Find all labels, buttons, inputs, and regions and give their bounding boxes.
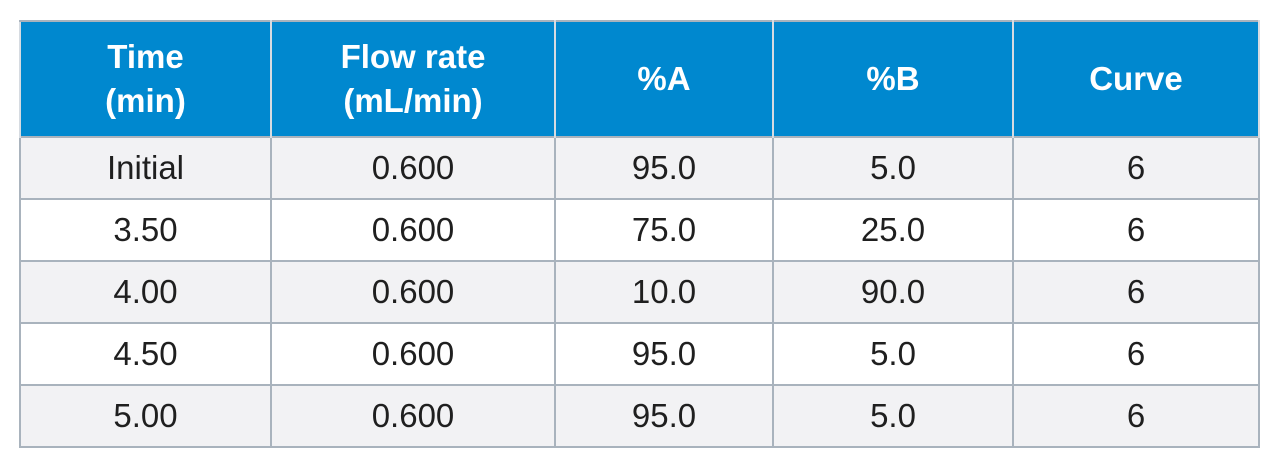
cell-flow-rate: 0.600 — [270, 384, 556, 448]
header-time-line-2: (min) — [105, 82, 186, 119]
cell-time: 4.00 — [19, 260, 272, 324]
cell-percent-a: 95.0 — [554, 322, 774, 386]
gradient-table-container: Time (min) Flow rate (mL/min) %A %B Curv… — [19, 20, 1260, 448]
cell-percent-a: 95.0 — [554, 384, 774, 448]
cell-time: 5.00 — [19, 384, 272, 448]
table-body: Initial 0.600 95.0 5.0 6 3.50 0.600 75.0… — [19, 136, 1260, 448]
header-curve: Curve — [1012, 20, 1260, 137]
cell-percent-b: 25.0 — [772, 198, 1014, 262]
header-percent-a: %A — [554, 20, 774, 137]
cell-time: 4.50 — [19, 322, 272, 386]
header-flow-line-2: (mL/min) — [343, 82, 483, 119]
cell-percent-b: 5.0 — [772, 322, 1014, 386]
cell-curve: 6 — [1012, 322, 1260, 386]
header-row: Time (min) Flow rate (mL/min) %A %B Curv… — [19, 20, 1260, 137]
cell-curve: 6 — [1012, 198, 1260, 262]
cell-percent-b: 5.0 — [772, 384, 1014, 448]
cell-percent-a: 75.0 — [554, 198, 774, 262]
gradient-table: Time (min) Flow rate (mL/min) %A %B Curv… — [19, 20, 1260, 448]
table-header: Time (min) Flow rate (mL/min) %A %B Curv… — [19, 20, 1260, 137]
cell-time: Initial — [19, 136, 272, 200]
table-row: 3.50 0.600 75.0 25.0 6 — [19, 198, 1260, 262]
header-time: Time (min) — [19, 20, 272, 137]
table-row: Initial 0.600 95.0 5.0 6 — [19, 136, 1260, 200]
cell-flow-rate: 0.600 — [270, 322, 556, 386]
table-row: 5.00 0.600 95.0 5.0 6 — [19, 384, 1260, 448]
table-row: 4.00 0.600 10.0 90.0 6 — [19, 260, 1260, 324]
cell-flow-rate: 0.600 — [270, 198, 556, 262]
header-time-line-1: Time — [107, 38, 184, 75]
table-row: 4.50 0.600 95.0 5.0 6 — [19, 322, 1260, 386]
cell-curve: 6 — [1012, 260, 1260, 324]
cell-percent-b: 90.0 — [772, 260, 1014, 324]
cell-percent-a: 95.0 — [554, 136, 774, 200]
cell-percent-a: 10.0 — [554, 260, 774, 324]
cell-curve: 6 — [1012, 136, 1260, 200]
cell-flow-rate: 0.600 — [270, 136, 556, 200]
header-flow-rate: Flow rate (mL/min) — [270, 20, 556, 137]
cell-percent-b: 5.0 — [772, 136, 1014, 200]
cell-flow-rate: 0.600 — [270, 260, 556, 324]
header-flow-line-1: Flow rate — [340, 38, 486, 75]
cell-time: 3.50 — [19, 198, 272, 262]
cell-curve: 6 — [1012, 384, 1260, 448]
header-percent-b: %B — [772, 20, 1014, 137]
